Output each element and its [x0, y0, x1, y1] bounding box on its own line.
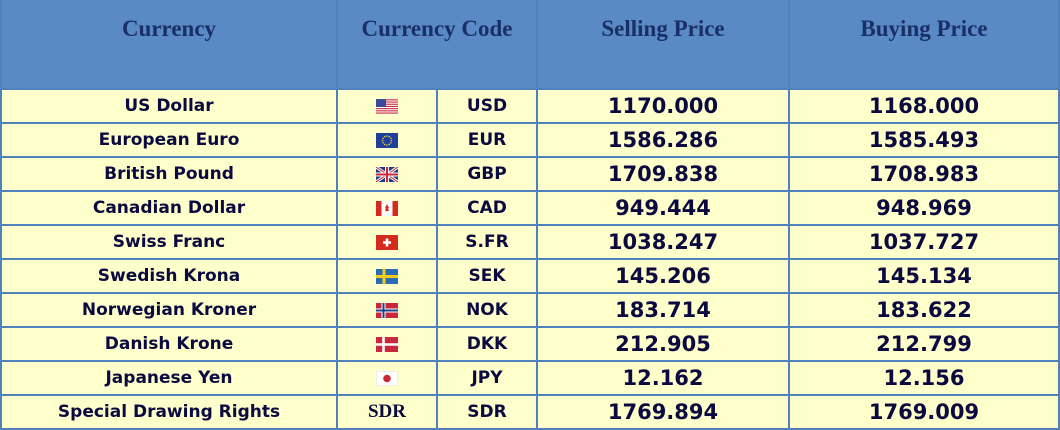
selling-price: 1769.894 — [538, 396, 788, 428]
currency-code: NOK — [438, 294, 536, 326]
currency-name: Special Drawing Rights — [2, 396, 336, 428]
selling-price: 183.714 — [538, 294, 788, 326]
currency-name: Norwegian Kroner — [2, 294, 336, 326]
currency-name: European Euro — [2, 124, 336, 156]
flag-icon — [338, 226, 436, 258]
buying-price: 1037.727 — [790, 226, 1058, 258]
buying-price: 1168.000 — [790, 90, 1058, 122]
selling-price: 12.162 — [538, 362, 788, 394]
selling-price: 949.444 — [538, 192, 788, 224]
header-code: Currency Code — [338, 0, 536, 88]
currency-name: Canadian Dollar — [2, 192, 336, 224]
currency-code: GBP — [438, 158, 536, 190]
currency-code: S.FR — [438, 226, 536, 258]
flag-text: SDR — [338, 396, 436, 428]
currency-code: JPY — [438, 362, 536, 394]
buying-price: 1769.009 — [790, 396, 1058, 428]
header-selling: Selling Price — [538, 0, 788, 88]
currency-code: USD — [438, 90, 536, 122]
currency-code: CAD — [438, 192, 536, 224]
header-currency: Currency — [2, 0, 336, 88]
currency-name: Danish Krone — [2, 328, 336, 360]
buying-price: 145.134 — [790, 260, 1058, 292]
flag-icon — [338, 328, 436, 360]
header-buying: Buying Price — [790, 0, 1058, 88]
flag-icon — [338, 260, 436, 292]
selling-price: 1586.286 — [538, 124, 788, 156]
currency-code: SEK — [438, 260, 536, 292]
currency-name: Swiss Franc — [2, 226, 336, 258]
selling-price: 1038.247 — [538, 226, 788, 258]
currency-code: SDR — [438, 396, 536, 428]
buying-price: 1708.983 — [790, 158, 1058, 190]
selling-price: 145.206 — [538, 260, 788, 292]
flag-icon — [338, 192, 436, 224]
selling-price: 1170.000 — [538, 90, 788, 122]
currency-name: Swedish Krona — [2, 260, 336, 292]
currency-name: British Pound — [2, 158, 336, 190]
currency-code: EUR — [438, 124, 536, 156]
buying-price: 12.156 — [790, 362, 1058, 394]
currency-name: Japanese Yen — [2, 362, 336, 394]
currency-name: US Dollar — [2, 90, 336, 122]
buying-price: 1585.493 — [790, 124, 1058, 156]
selling-price: 1709.838 — [538, 158, 788, 190]
flag-icon — [338, 158, 436, 190]
flag-icon — [338, 90, 436, 122]
currency-code: DKK — [438, 328, 536, 360]
flag-icon — [338, 124, 436, 156]
flag-icon — [338, 294, 436, 326]
buying-price: 948.969 — [790, 192, 1058, 224]
buying-price: 183.622 — [790, 294, 1058, 326]
buying-price: 212.799 — [790, 328, 1058, 360]
flag-icon — [338, 362, 436, 394]
selling-price: 212.905 — [538, 328, 788, 360]
